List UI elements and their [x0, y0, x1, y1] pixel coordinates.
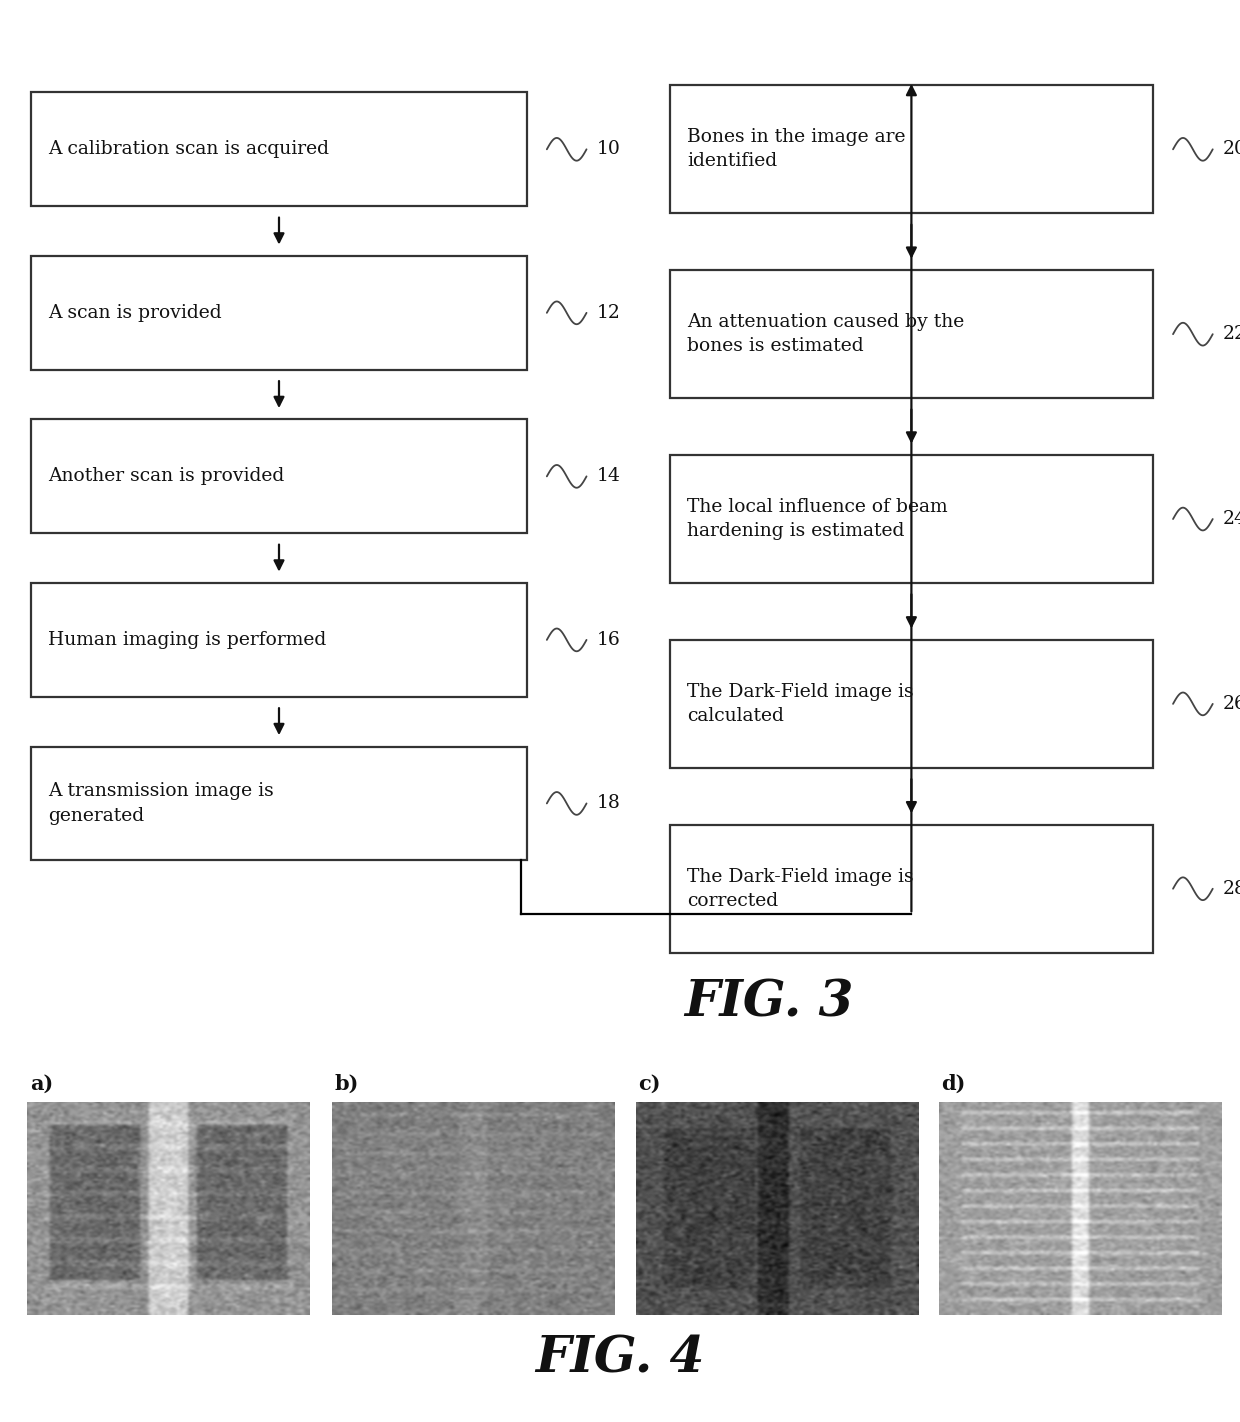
Text: A transmission image is
generated: A transmission image is generated — [48, 782, 274, 825]
FancyBboxPatch shape — [31, 747, 527, 860]
Text: Bones in the image are
identified: Bones in the image are identified — [687, 128, 905, 171]
Text: 16: 16 — [596, 631, 620, 648]
Text: d): d) — [941, 1074, 966, 1094]
Text: A calibration scan is acquired: A calibration scan is acquired — [48, 141, 330, 158]
FancyBboxPatch shape — [670, 85, 1153, 213]
Text: 14: 14 — [596, 468, 620, 485]
Text: The Dark-Field image is
calculated: The Dark-Field image is calculated — [687, 683, 914, 725]
FancyBboxPatch shape — [31, 583, 527, 697]
Text: The Dark-Field image is
corrected: The Dark-Field image is corrected — [687, 867, 914, 910]
Text: 22: 22 — [1223, 326, 1240, 343]
Text: c): c) — [639, 1074, 661, 1094]
Text: A scan is provided: A scan is provided — [48, 304, 222, 321]
FancyBboxPatch shape — [31, 256, 527, 370]
Text: 12: 12 — [596, 304, 620, 321]
Text: FIG. 3: FIG. 3 — [684, 978, 853, 1027]
Text: b): b) — [335, 1074, 360, 1094]
FancyBboxPatch shape — [31, 419, 527, 533]
FancyBboxPatch shape — [670, 455, 1153, 583]
Text: 28: 28 — [1223, 880, 1240, 897]
Text: An attenuation caused by the
bones is estimated: An attenuation caused by the bones is es… — [687, 313, 965, 356]
Text: a): a) — [30, 1074, 53, 1094]
Text: 18: 18 — [596, 795, 620, 812]
Text: FIG. 4: FIG. 4 — [536, 1335, 704, 1384]
Text: Another scan is provided: Another scan is provided — [48, 468, 285, 485]
Text: 20: 20 — [1223, 141, 1240, 158]
Text: Human imaging is performed: Human imaging is performed — [48, 631, 326, 648]
Text: 26: 26 — [1223, 695, 1240, 712]
Text: The local influence of beam
hardening is estimated: The local influence of beam hardening is… — [687, 498, 947, 540]
Text: 10: 10 — [596, 141, 620, 158]
Text: 24: 24 — [1223, 510, 1240, 528]
FancyBboxPatch shape — [670, 640, 1153, 768]
FancyBboxPatch shape — [31, 92, 527, 206]
FancyBboxPatch shape — [670, 825, 1153, 953]
FancyBboxPatch shape — [670, 270, 1153, 398]
